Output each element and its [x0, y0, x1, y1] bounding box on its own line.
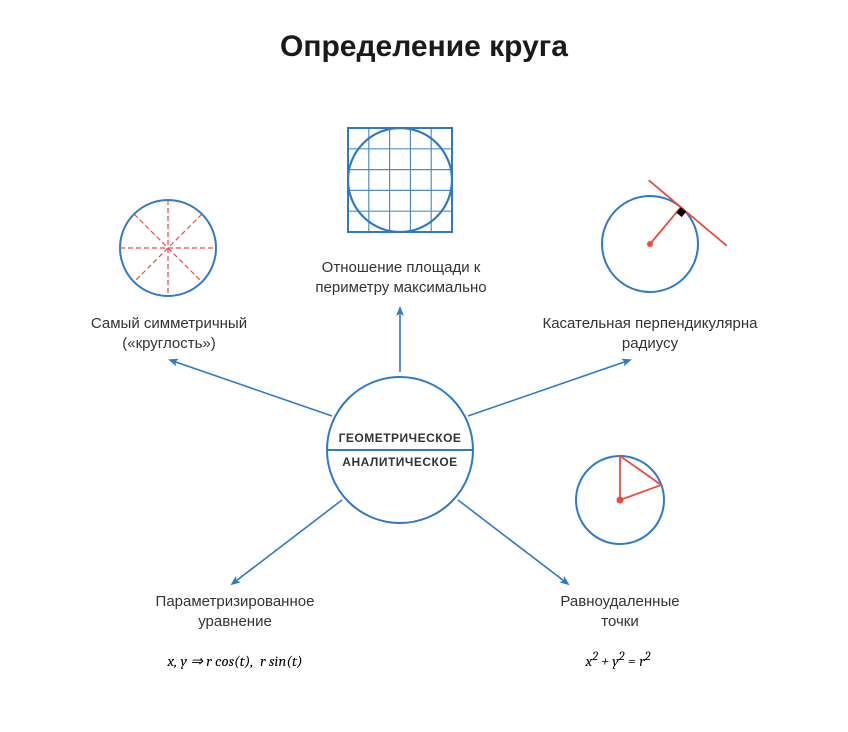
page-title: Определение круга [0, 30, 848, 64]
equidistant-label: Равноудаленные точки [530, 592, 710, 633]
symmetry-line1: Самый симметричный [91, 315, 247, 332]
area-perimeter-icon [348, 128, 452, 232]
center-divider [328, 449, 472, 451]
tangent-icon [602, 180, 727, 292]
equidistant-formula: x2 + y2 = r2 [558, 650, 678, 670]
tangent-line1: Касательная перпендикулярна [542, 315, 757, 332]
symmetry-label: Самый симметричный («круглость») [54, 314, 284, 355]
area-line2: периметру максимально [315, 279, 486, 296]
area-line1: Отношение площади к [322, 259, 481, 276]
parametric-label: Параметризированное уравнение [120, 592, 350, 633]
symmetry-line2: («круглость») [122, 335, 216, 352]
equidistant-icon [576, 456, 664, 544]
parametric-formula: x, y ⇒ r cos(t), r sin(t) [130, 652, 340, 670]
tangent-label: Касательная перпендикулярна радиусу [520, 314, 780, 355]
tangent-line2: радиусу [622, 335, 678, 352]
symmetry-icon [120, 200, 216, 296]
param-line2: уравнение [198, 613, 272, 630]
center-label-top: ГЕОМЕТРИЧЕСКОЕ [339, 431, 462, 445]
center-label-bottom: АНАЛИТИЧЕСКОЕ [342, 455, 457, 469]
center-node: ГЕОМЕТРИЧЕСКОЕ АНАЛИТИЧЕСКОЕ [326, 376, 474, 524]
equi-line1: Равноудаленные [560, 593, 679, 610]
equi-line2: точки [601, 613, 638, 630]
param-line1: Параметризированное [156, 593, 315, 610]
area-perimeter-label: Отношение площади к периметру максимальн… [286, 258, 516, 299]
